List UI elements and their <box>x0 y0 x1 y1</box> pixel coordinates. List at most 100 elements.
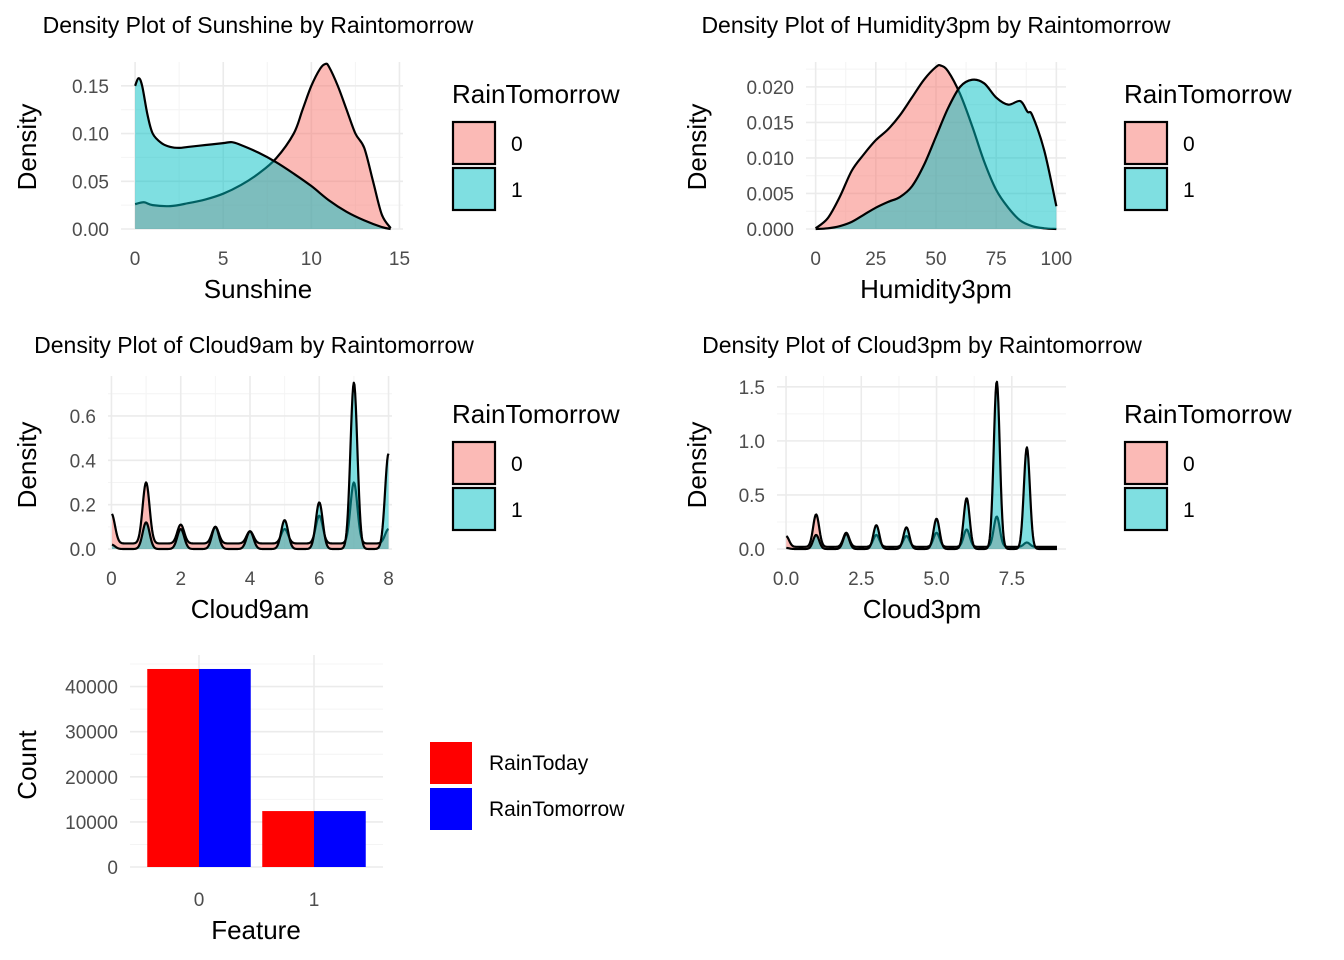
legend: RainToday RainTomorrow <box>430 742 625 830</box>
legend-key-1 <box>1123 486 1169 532</box>
density-line-1 <box>134 77 391 231</box>
x-axis-label: Cloud3pm <box>863 594 982 624</box>
legend-key-1 <box>1123 166 1169 212</box>
y-axis-label: Density <box>12 422 42 509</box>
y-tick-label: 1.5 <box>739 378 765 399</box>
chart-title: Density Plot of Sunshine by Raintomorrow <box>43 12 474 38</box>
x-axis-label: Sunshine <box>204 274 312 304</box>
chart-panel-4: 0.0 0.5 1.0 1.5 0.0 2.5 5.0 7.5 Density Plot of … <box>682 332 1292 624</box>
density-area-1 <box>786 381 1057 549</box>
chart-title: Density Plot of Humidity3pm by Raintomor… <box>701 12 1170 38</box>
x-tick-label: 8 <box>383 569 394 590</box>
y-axis-label: Density <box>682 104 712 191</box>
y-tick-label: 0.0 <box>739 540 765 561</box>
legend-title: RainTomorrow <box>1124 79 1292 109</box>
x-tick-label: 25 <box>865 249 886 270</box>
x-tick-label: 2 <box>175 569 186 590</box>
y-tick-label: 0.10 <box>72 125 109 146</box>
legend-title: RainTomorrow <box>1124 399 1292 429</box>
x-tick-label: 0.0 <box>773 569 799 590</box>
x-tick-label: 75 <box>986 249 1007 270</box>
x-tick-label: 6 <box>314 569 325 590</box>
density-area-1 <box>112 382 389 549</box>
legend-key-raintomorrow <box>430 788 472 830</box>
y-tick-label: 0.015 <box>746 113 794 134</box>
x-tick-label: 5.0 <box>923 569 949 590</box>
y-axis-label: Density <box>682 422 712 509</box>
legend-label: 0 <box>1183 453 1195 476</box>
legend-key-0 <box>1123 440 1169 486</box>
x-tick-label: 0 <box>130 249 141 270</box>
legend-label: 0 <box>1183 133 1195 156</box>
y-tick-label: 0.00 <box>72 220 109 241</box>
chart-panel-5: 0 10000 20000 30000 40000 0 1 Feature Count RainT… <box>12 655 625 945</box>
y-tick-label: 0.2 <box>70 496 96 517</box>
x-tick-label: 1 <box>309 890 320 911</box>
legend-label: 0 <box>511 453 523 476</box>
legend-key-0 <box>1123 120 1169 166</box>
legend-label: 0 <box>511 133 523 156</box>
y-tick-label: 0.005 <box>746 184 794 205</box>
y-tick-label: 0.010 <box>746 149 794 170</box>
legend-title: RainTomorrow <box>452 399 620 429</box>
legend-key-1 <box>451 166 497 212</box>
x-axis-label: Cloud9am <box>191 594 310 624</box>
x-tick-label: 50 <box>925 249 946 270</box>
density-line-1 <box>815 78 1058 231</box>
legend-key-raintoday <box>430 742 472 784</box>
legend: RainTomorrow 0 1 <box>451 399 620 532</box>
chart-panel-3: 0.0 0.2 0.4 0.6 0 2 4 6 8 Density Plot of Cloud9a… <box>12 332 620 624</box>
y-tick-label: 0.020 <box>746 78 794 99</box>
y-tick-label: 20000 <box>65 768 118 789</box>
chart-panel-2: 0.000 0.005 0.010 0.015 0.020 0 25 50 75 100 Densi… <box>682 12 1292 304</box>
x-axis-label: Feature <box>211 915 301 945</box>
x-tick-label: 100 <box>1041 249 1073 270</box>
legend-label: 1 <box>1183 499 1195 522</box>
legend: RainTomorrow 0 1 <box>1123 399 1292 532</box>
bar-raintomorrow-1 <box>314 811 366 867</box>
legend-key-1 <box>451 486 497 532</box>
legend-key-0 <box>451 440 497 486</box>
x-tick-label: 10 <box>301 249 322 270</box>
x-tick-label: 7.5 <box>999 569 1025 590</box>
density-area-0 <box>786 514 1057 549</box>
y-tick-label: 0.6 <box>70 407 96 428</box>
bar-raintomorrow-0 <box>199 668 251 867</box>
density-line-1 <box>111 381 390 551</box>
bar-raintoday-1 <box>262 811 314 867</box>
legend-key-0 <box>451 120 497 166</box>
y-tick-label: 0 <box>107 858 118 879</box>
y-tick-label: 0.0 <box>70 540 96 561</box>
x-tick-label: 4 <box>245 569 256 590</box>
y-tick-label: 0.05 <box>72 172 109 193</box>
y-tick-label: 0.4 <box>70 451 97 472</box>
density-area-0 <box>135 63 391 229</box>
legend-label: 1 <box>511 499 523 522</box>
y-axis-label: Density <box>12 104 42 191</box>
density-line-0 <box>785 513 1058 548</box>
density-area-1 <box>135 78 391 229</box>
chart-title: Density Plot of Cloud3pm by Raintomorrow <box>702 332 1142 358</box>
y-tick-label: 1.0 <box>739 432 765 453</box>
legend-label: RainToday <box>489 752 589 775</box>
legend-label: 1 <box>511 179 523 202</box>
y-tick-label: 10000 <box>65 813 118 834</box>
x-tick-label: 15 <box>389 249 410 270</box>
legend-label: RainTomorrow <box>489 798 625 821</box>
density-area-1 <box>815 79 1057 229</box>
x-tick-label: 0 <box>194 890 205 911</box>
y-tick-label: 0.5 <box>739 486 765 507</box>
bar-raintoday-0 <box>147 668 199 867</box>
y-tick-label: 30000 <box>65 723 118 744</box>
y-axis-label: Count <box>12 730 42 800</box>
x-tick-label: 0 <box>810 249 821 270</box>
legend-label: 1 <box>1183 179 1195 202</box>
y-tick-label: 40000 <box>65 678 118 699</box>
chart-title: Density Plot of Cloud9am by Raintomorrow <box>34 332 474 358</box>
y-tick-label: 0.000 <box>746 220 794 241</box>
x-tick-label: 0 <box>106 569 117 590</box>
x-tick-label: 5 <box>218 249 229 270</box>
x-tick-label: 2.5 <box>848 569 874 590</box>
